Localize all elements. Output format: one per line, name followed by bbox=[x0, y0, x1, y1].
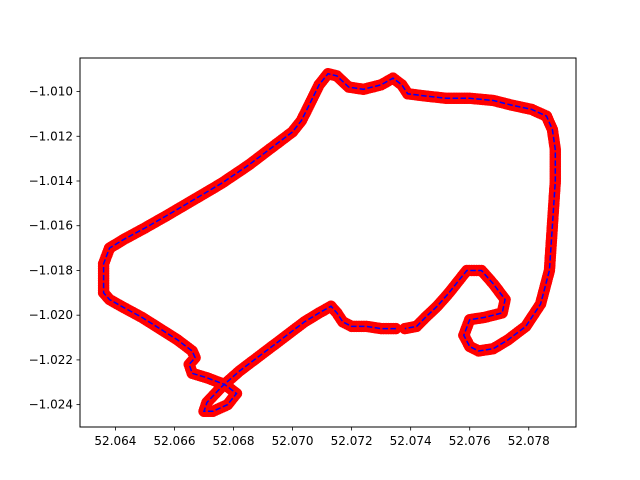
x-tick-label: 52.070 bbox=[272, 434, 314, 448]
y-tick-label: −1.024 bbox=[29, 398, 73, 412]
y-tick-label: −1.018 bbox=[29, 263, 73, 277]
axes-frame bbox=[79, 57, 577, 428]
y-tick-label: −1.022 bbox=[29, 353, 73, 367]
y-tick-label: −1.020 bbox=[29, 308, 73, 322]
y-tick-label: −1.014 bbox=[29, 174, 73, 188]
y-tick-label: −1.010 bbox=[29, 85, 73, 99]
y-tick-label: −1.016 bbox=[29, 219, 73, 233]
data-layer bbox=[97, 67, 562, 418]
x-tick-label: 52.068 bbox=[213, 434, 255, 448]
x-tick-label: 52.078 bbox=[508, 434, 550, 448]
x-tick-label: 52.064 bbox=[94, 434, 136, 448]
series-line bbox=[102, 72, 557, 413]
x-tick-label: 52.076 bbox=[449, 434, 491, 448]
y-axis: −1.010 −1.012 −1.014 −1.016 −1.018 −1.020 −1.0… bbox=[29, 85, 80, 412]
x-tick-label: 52.074 bbox=[390, 434, 432, 448]
x-tick-label: 52.072 bbox=[331, 434, 373, 448]
x-axis: 52.064 52.066 52.068 52.070 52.072 52.074 52.0… bbox=[94, 427, 550, 448]
x-tick-label: 52.066 bbox=[153, 434, 195, 448]
y-tick-label: −1.012 bbox=[29, 129, 73, 143]
